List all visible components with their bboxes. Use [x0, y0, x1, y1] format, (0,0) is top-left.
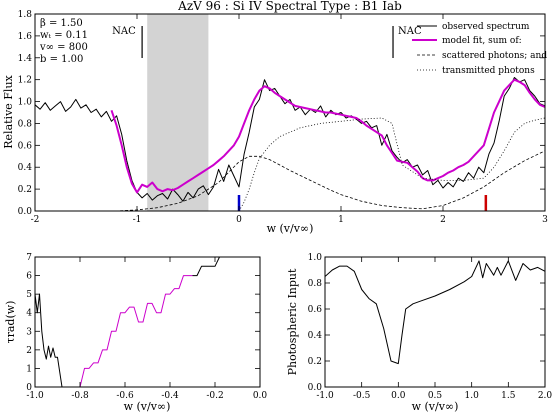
x-tick-label: 0 [236, 215, 242, 225]
y-tick-label: 7 [26, 253, 32, 263]
y-tick-label: 1.6 [18, 32, 33, 42]
y-tick-label: 0.8 [308, 279, 323, 289]
top-chart-title: AzV 96 : Si IV Spectral Type : B1 Iab [177, 0, 402, 13]
x-tick-label: 0.0 [253, 391, 268, 401]
y-tick-label: 0.2 [18, 185, 32, 195]
y-tick-label: 0 [26, 383, 32, 393]
param-beta: β = 1.50 [40, 18, 83, 29]
x-tick-label: -0.2 [206, 391, 223, 401]
x-tick-label: -0.8 [71, 391, 89, 401]
photospheric-chart: -1.0 -0.5 0.0 0.5 1.0 1.5 2.0 0.0 0.2 0.4 0.6 0.8 1… [286, 253, 552, 413]
x-tick-label: -0.4 [161, 391, 179, 401]
top-x-axis-label: w (v/v∞) [267, 222, 314, 235]
y-tick-label: 0.6 [308, 305, 323, 315]
series-line-model-fit-sum-of [110, 78, 545, 194]
x-tick-label: 0.5 [428, 391, 443, 401]
legend-label-scattered: scattered photons; and [442, 51, 547, 61]
x-tick-label: -0.6 [116, 391, 134, 401]
legend-label-model: model fit, sum of: [442, 36, 522, 46]
series-line-2 [66, 275, 193, 387]
series-line-transmitted-photons [238, 117, 545, 211]
x-tick-label: -1 [133, 215, 142, 225]
x-tick-label: -0.5 [353, 391, 371, 401]
y-tick-label: 0.0 [18, 207, 33, 217]
y-tick-label: 5 [26, 290, 32, 300]
series-line-observed-spectrum [35, 77, 545, 202]
x-tick-label: -2 [31, 215, 40, 225]
y-tick-label: 2 [26, 346, 32, 356]
nac-label: NAC [112, 26, 136, 37]
shaded-region [147, 14, 209, 211]
param-vinf: v∞ = 800 [39, 42, 88, 53]
photospheric-y-axis-label: Photospheric Input [286, 268, 299, 375]
photospheric-x-axis-label: w (v/v∞) [412, 400, 459, 413]
param-wt: wₜ = 0.11 [40, 30, 88, 41]
y-tick-label: 1.8 [18, 10, 33, 20]
x-tick-label: 2 [440, 215, 446, 225]
top-chart: AzV 96 : Si IV Spectral Type : B1 Iab NA… [2, 0, 548, 235]
parameters-block: β = 1.50 wₜ = 0.11 v∞ = 800 b = 1.00 [39, 18, 88, 65]
tau-x-axis-label: w (v/v∞) [124, 400, 171, 413]
y-tick-label: 1.0 [18, 98, 33, 108]
top-y-axis-label: Relative Flux [2, 74, 15, 148]
y-tick-label: 0.6 [18, 141, 33, 151]
y-tick-label: 0.8 [18, 119, 33, 129]
x-tick-label: 1.0 [465, 391, 480, 401]
series-line-3 [192, 257, 224, 277]
x-tick-label: 1 [338, 215, 344, 225]
x-tick-label: 1.5 [501, 391, 516, 401]
y-tick-label: 1.0 [308, 253, 323, 263]
series-line-1 [35, 293, 67, 387]
y-tick-label: 3 [26, 327, 32, 337]
y-tick-label: 4 [26, 309, 32, 319]
param-b: b = 1.00 [40, 54, 83, 65]
legend-label-transmitted: transmitted photons [442, 66, 535, 76]
y-tick-label: 0.4 [308, 331, 323, 341]
tau-y-axis-label: τrad(w) [4, 301, 17, 344]
nac-label: NAC [398, 26, 422, 37]
tau-chart: -1.0 -0.8 -0.6 -0.4 -0.2 0.0 0 1 2 3 4 5 6 7 w (v/v∞… [4, 253, 267, 413]
y-tick-label: 0.0 [308, 383, 323, 393]
y-tick-label: 0.4 [18, 163, 33, 173]
legend: observed spectrum model fit, sum of: sca… [412, 22, 547, 76]
y-tick-label: 6 [26, 272, 32, 282]
tau-plot-frame [34, 256, 261, 388]
x-tick-label: -1.0 [316, 391, 334, 401]
top-plot-frame [34, 13, 546, 212]
series-line-1 [325, 260, 545, 365]
series-line-scattered-photons-and [35, 150, 545, 211]
photospheric-plot-frame [324, 256, 546, 388]
x-tick-label: -1.0 [26, 391, 44, 401]
legend-label-observed: observed spectrum [442, 22, 530, 32]
y-tick-label: 1 [26, 364, 32, 374]
y-tick-label: 0.2 [308, 357, 322, 367]
x-tick-label: 0.0 [391, 391, 406, 401]
x-tick-label: 3 [542, 215, 548, 225]
y-tick-label: 1.4 [18, 54, 33, 64]
y-tick-label: 1.2 [18, 76, 32, 86]
x-tick-label: 2.0 [538, 391, 553, 401]
